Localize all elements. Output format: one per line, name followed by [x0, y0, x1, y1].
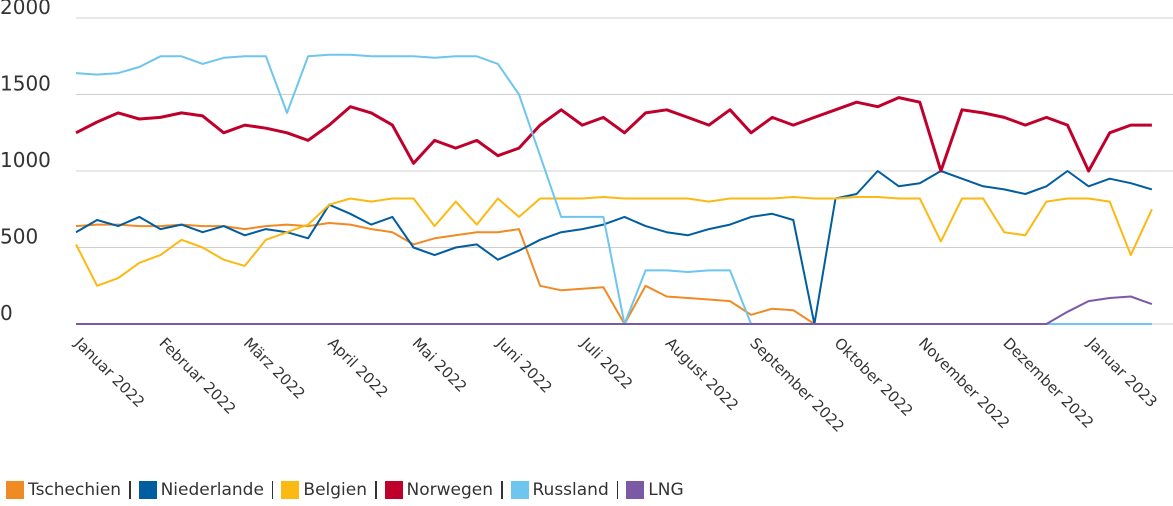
legend-label: Belgien: [303, 480, 367, 500]
legend-separator: [501, 481, 503, 499]
legend-swatch: [6, 481, 24, 499]
y-tick-label: 1500: [0, 72, 51, 96]
legend-item: Russland: [510, 480, 609, 500]
legend-item: Belgien: [281, 480, 367, 500]
legend: Tschechien Niederlande Belgien Norwegen Russ…: [6, 480, 684, 500]
legend-swatch: [281, 481, 300, 499]
x-tick-label: März 2022: [240, 334, 309, 403]
legend-separator: [271, 481, 274, 499]
legend-separator: [375, 481, 377, 499]
x-tick-label: Januar 2022: [70, 333, 148, 411]
legend-label: Russland: [532, 480, 609, 500]
x-tick-label: August 2022: [662, 334, 742, 414]
y-tick-label: 500: [0, 225, 38, 249]
x-tick-label: Mai 2022: [409, 334, 471, 396]
series-line: [75, 53, 1152, 325]
x-tick-label: Januar 2023: [1083, 333, 1161, 411]
legend-item: Tschechien: [6, 480, 121, 500]
series-line: [75, 170, 1153, 325]
legend-separator: [129, 481, 131, 499]
x-tick-label: Oktober 2022: [831, 334, 917, 420]
legend-label: Norwegen: [406, 480, 494, 500]
legend-swatch: [138, 481, 157, 499]
x-tick-label: April 2022: [324, 334, 391, 401]
x-tick-label: November 2022: [915, 334, 1013, 432]
x-tick-label: Juni 2022: [492, 333, 555, 396]
x-tick-label: September 2022: [746, 334, 848, 436]
legend-item: Niederlande: [138, 480, 264, 500]
y-tick-label: 1000: [0, 148, 51, 172]
legend-label: Niederlande: [160, 480, 264, 500]
series-line: [75, 196, 1153, 287]
x-tick-label: Februar 2022: [156, 334, 240, 418]
legend-swatch: [384, 481, 403, 499]
legend-swatch: [626, 481, 645, 499]
legend-label: Tschechien: [28, 480, 122, 500]
legend-separator: [616, 481, 619, 499]
series-line: [75, 96, 1152, 173]
legend-item: Norwegen: [384, 480, 494, 500]
y-tick-label: 2000: [0, 0, 51, 19]
legend-item: LNG: [626, 480, 684, 500]
series-line: [76, 295, 1153, 325]
legend-label: LNG: [648, 480, 684, 500]
x-tick-label: Dezember 2022: [999, 334, 1097, 432]
legend-swatch: [510, 481, 529, 499]
y-tick-label: 0: [0, 301, 13, 325]
x-tick-label: Juli 2022: [577, 333, 637, 393]
